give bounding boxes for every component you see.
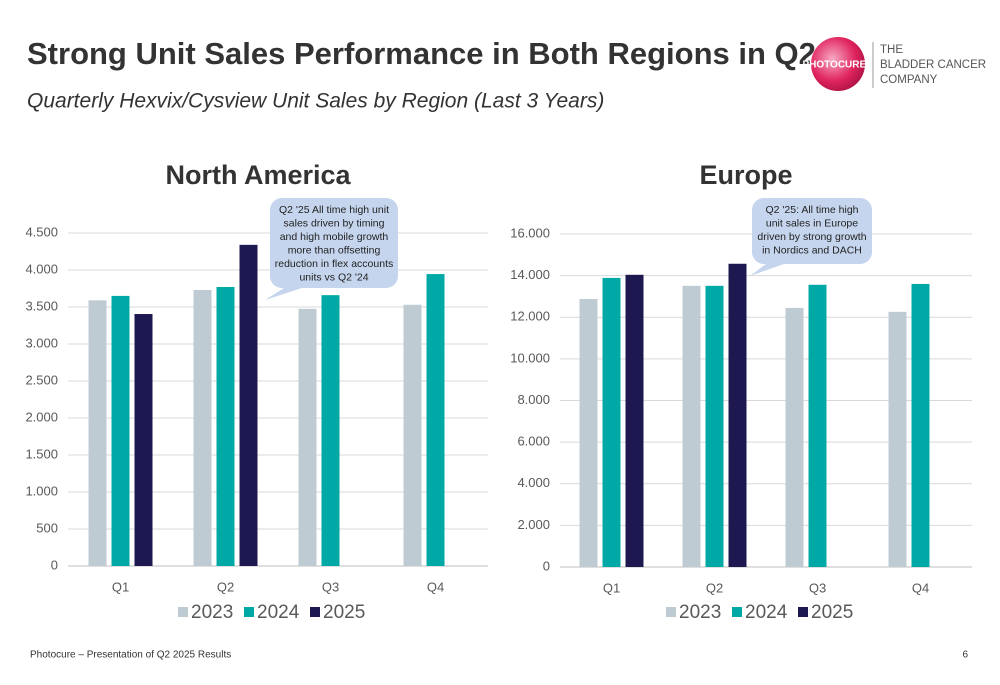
bar xyxy=(239,244,258,566)
legend-label: 2024 xyxy=(257,602,300,623)
callout-text: reduction in flex accounts xyxy=(275,258,393,270)
callout-text: Q2 '25: All time high xyxy=(765,204,858,216)
bar xyxy=(193,289,212,566)
legend-label: 2025 xyxy=(323,602,365,623)
y-tick-label: 0 xyxy=(51,557,58,572)
logo-brand: PHOTOCURE® xyxy=(802,60,874,71)
callout-text: sales driven by timing xyxy=(284,217,385,229)
y-tick-label: 1.500 xyxy=(25,446,58,461)
y-tick-label: 8.000 xyxy=(517,392,550,407)
callout-text: unit sales in Europe xyxy=(766,217,858,229)
y-tick-label: 2.000 xyxy=(25,409,58,424)
legend-swatch xyxy=(666,607,676,617)
bar xyxy=(911,283,930,567)
bar xyxy=(888,311,907,567)
legend-label: 2025 xyxy=(811,602,853,623)
legend-swatch xyxy=(244,607,254,617)
x-tick-label: Q4 xyxy=(427,579,444,594)
legend-label: 2023 xyxy=(679,602,721,623)
y-tick-label: 14.000 xyxy=(510,267,550,282)
y-tick-label: 4.000 xyxy=(25,261,58,276)
callout xyxy=(750,198,872,276)
bar xyxy=(88,300,107,566)
legend-label: 2023 xyxy=(191,602,233,623)
y-tick-label: 2.000 xyxy=(517,517,550,532)
logo-tagline: THE xyxy=(880,44,903,56)
y-tick-label: 10.000 xyxy=(510,350,550,365)
bar xyxy=(625,274,644,567)
bar xyxy=(403,304,422,566)
x-tick-label: Q4 xyxy=(912,580,929,595)
slide-subtitle: Quarterly Hexvix/Cysview Unit Sales by R… xyxy=(27,90,604,113)
y-tick-label: 2.500 xyxy=(25,372,58,387)
y-tick-label: 4.500 xyxy=(25,224,58,239)
x-tick-label: Q1 xyxy=(112,579,129,594)
bar xyxy=(602,277,621,567)
bar xyxy=(785,307,804,567)
y-tick-label: 1.000 xyxy=(25,483,58,498)
x-tick-label: Q3 xyxy=(322,579,339,594)
bar xyxy=(579,298,598,567)
x-tick-label: Q1 xyxy=(603,580,620,595)
callout-text: more than offsetting xyxy=(288,244,381,256)
bar xyxy=(111,295,130,566)
bar xyxy=(808,284,827,567)
bar xyxy=(705,285,724,567)
bar xyxy=(216,287,235,566)
callout-text: driven by strong growth xyxy=(757,231,866,243)
y-tick-label: 4.000 xyxy=(517,475,550,490)
y-tick-label: 16.000 xyxy=(510,225,550,240)
bar xyxy=(728,263,747,567)
legend-label: 2024 xyxy=(745,602,788,623)
callout xyxy=(265,198,398,300)
callout-text: units vs Q2 '24 xyxy=(299,271,368,283)
chart-title: Europe xyxy=(699,160,792,190)
bar xyxy=(426,274,445,566)
x-tick-label: Q2 xyxy=(706,580,723,595)
logo-mark xyxy=(811,37,865,91)
slide-title: Strong Unit Sales Performance in Both Re… xyxy=(27,36,816,71)
bar xyxy=(134,314,153,566)
bar xyxy=(321,295,340,566)
callout-text: Q2 '25 All time high unit xyxy=(279,204,389,216)
footer-text: Photocure – Presentation of Q2 2025 Resu… xyxy=(30,650,231,661)
y-tick-label: 3.000 xyxy=(25,335,58,350)
logo-tagline: BLADDER CANCER xyxy=(880,59,986,71)
legend-swatch xyxy=(178,607,188,617)
logo-tagline: COMPANY xyxy=(880,74,938,86)
bar xyxy=(682,285,701,567)
callout-text: in Nordics and DACH xyxy=(762,244,862,256)
legend-swatch xyxy=(310,607,320,617)
y-tick-label: 500 xyxy=(36,520,58,535)
y-tick-label: 0 xyxy=(543,558,550,573)
chart-title: North America xyxy=(165,160,351,190)
bar xyxy=(298,308,317,566)
legend-swatch xyxy=(732,607,742,617)
x-tick-label: Q3 xyxy=(809,580,826,595)
legend-swatch xyxy=(798,607,808,617)
y-tick-label: 6.000 xyxy=(517,434,550,449)
y-tick-label: 12.000 xyxy=(510,309,550,324)
y-tick-label: 3.500 xyxy=(25,298,58,313)
x-tick-label: Q2 xyxy=(217,579,234,594)
page-number: 6 xyxy=(962,650,968,661)
callout-text: and high mobile growth xyxy=(280,231,389,243)
